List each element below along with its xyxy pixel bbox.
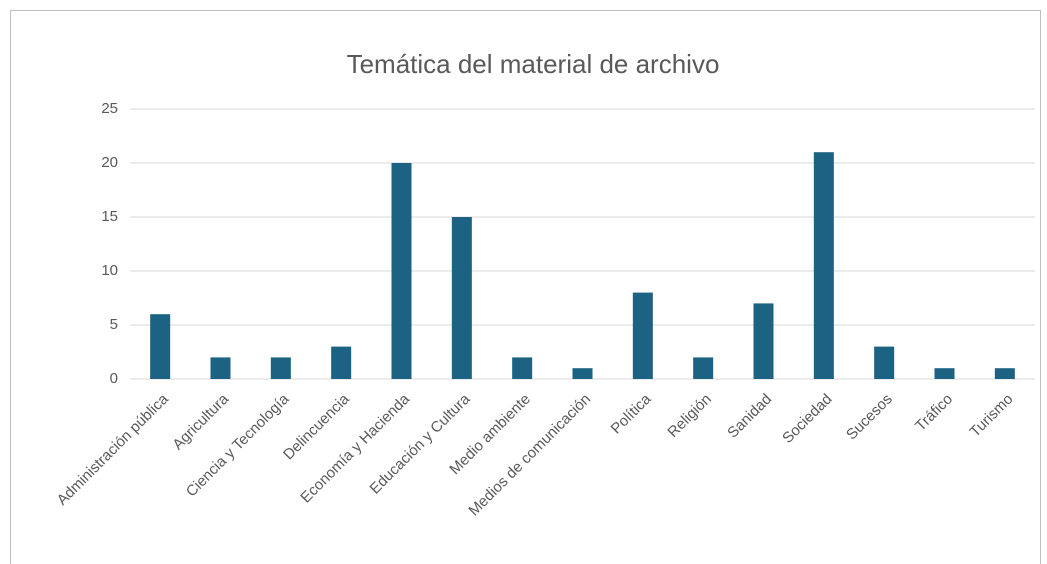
bar: [572, 368, 593, 379]
y-tick-label: 15: [101, 208, 118, 225]
y-tick-label: 20: [101, 154, 118, 171]
chart-title: Temática del material de archivo: [347, 49, 720, 79]
bar: [753, 303, 774, 379]
bar: [813, 152, 834, 379]
bar: [451, 217, 472, 379]
bar: [994, 368, 1015, 379]
y-tick-label: 25: [101, 100, 118, 117]
bar: [934, 368, 955, 379]
bar: [512, 357, 533, 379]
bar: [331, 346, 352, 379]
bar: [693, 357, 714, 379]
bar: [270, 357, 291, 379]
bar: [874, 346, 895, 379]
bar: [632, 292, 653, 379]
y-tick-label: 10: [101, 262, 118, 279]
bar: [391, 163, 412, 379]
chart-frame: [10, 10, 1041, 564]
bar: [210, 357, 231, 379]
bar: [150, 314, 171, 379]
y-tick-label: 5: [110, 316, 118, 333]
y-tick-label: 0: [110, 370, 118, 387]
